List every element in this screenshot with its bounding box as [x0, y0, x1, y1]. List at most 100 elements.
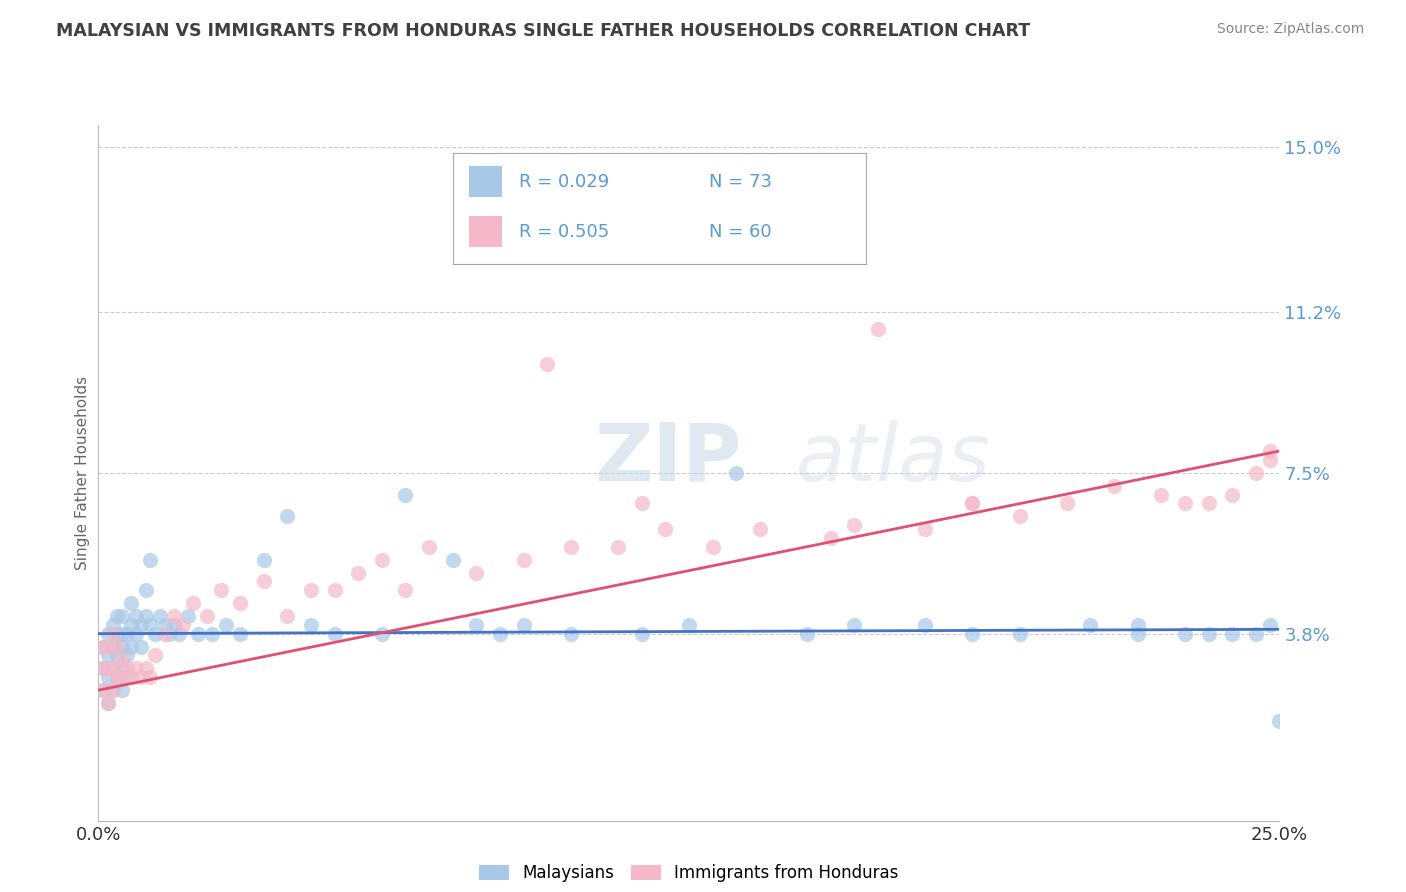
Point [607, 540, 630, 554]
Point [115, 661, 138, 675]
Point [394, 583, 416, 598]
Point [209, 583, 232, 598]
Point [725, 466, 748, 480]
Point [115, 626, 138, 640]
Point [371, 626, 394, 640]
Point [962, 496, 984, 510]
Point [1258, 618, 1281, 632]
Point [1220, 487, 1243, 501]
Point [101, 661, 124, 675]
Point [1056, 496, 1078, 510]
Point [962, 626, 984, 640]
Point [111, 626, 134, 640]
Point [1008, 626, 1031, 640]
Point [253, 574, 276, 589]
Point [105, 640, 128, 654]
Point [181, 596, 204, 610]
Point [121, 618, 143, 632]
Point [121, 596, 143, 610]
Point [371, 552, 394, 567]
Point [820, 531, 842, 545]
Point [1150, 487, 1173, 501]
Point [1220, 626, 1243, 640]
Point [105, 626, 128, 640]
Point [97, 696, 120, 710]
Point [167, 626, 190, 640]
Point [1126, 618, 1149, 632]
Point [323, 583, 346, 598]
Point [914, 522, 936, 536]
Point [299, 618, 322, 632]
Point [229, 596, 252, 610]
Point [1008, 509, 1031, 524]
Point [101, 683, 124, 698]
Point [129, 670, 152, 684]
Point [215, 618, 238, 632]
Point [748, 522, 770, 536]
Point [177, 609, 200, 624]
Point [91, 640, 114, 654]
Point [654, 522, 676, 536]
Point [111, 640, 134, 654]
Point [844, 618, 866, 632]
Point [101, 618, 124, 632]
Point [1268, 714, 1291, 728]
Point [129, 640, 152, 654]
Point [914, 618, 936, 632]
Legend: Malaysians, Immigrants from Honduras: Malaysians, Immigrants from Honduras [479, 863, 898, 882]
Point [560, 540, 582, 554]
Point [111, 609, 134, 624]
Point [253, 552, 276, 567]
Y-axis label: Single Father Households: Single Father Households [75, 376, 90, 570]
Point [129, 618, 152, 632]
Point [91, 640, 114, 654]
Point [796, 626, 818, 640]
Point [97, 670, 120, 684]
Point [1080, 618, 1102, 632]
Point [465, 618, 488, 632]
Point [347, 566, 370, 580]
Point [125, 626, 148, 640]
Point [97, 661, 120, 675]
Point [111, 661, 134, 675]
Point [465, 566, 488, 580]
Point [105, 670, 128, 684]
Point [97, 648, 120, 663]
Point [139, 670, 162, 684]
Point [135, 583, 157, 598]
Point [441, 552, 464, 567]
Point [101, 683, 124, 698]
Text: MALAYSIAN VS IMMIGRANTS FROM HONDURAS SINGLE FATHER HOUSEHOLDS CORRELATION CHART: MALAYSIAN VS IMMIGRANTS FROM HONDURAS SI… [56, 22, 1031, 40]
Point [105, 670, 128, 684]
Point [111, 670, 134, 684]
Point [1174, 626, 1197, 640]
Point [153, 618, 176, 632]
Point [111, 653, 134, 667]
Text: atlas: atlas [796, 420, 990, 498]
Point [187, 626, 209, 640]
Point [97, 626, 120, 640]
Point [125, 609, 148, 624]
Point [195, 609, 218, 624]
Point [153, 626, 176, 640]
Point [143, 648, 166, 663]
Point [702, 540, 724, 554]
Point [121, 670, 143, 684]
Point [844, 517, 866, 532]
Point [1258, 444, 1281, 458]
Point [630, 626, 652, 640]
Point [105, 609, 128, 624]
Point [135, 661, 157, 675]
Point [276, 609, 298, 624]
Point [143, 626, 166, 640]
Point [1198, 626, 1220, 640]
Point [536, 357, 558, 371]
Point [125, 661, 148, 675]
Point [323, 626, 346, 640]
Point [1258, 452, 1281, 467]
Point [394, 487, 416, 501]
Point [489, 626, 512, 640]
Point [111, 683, 134, 698]
Point [630, 496, 652, 510]
Point [91, 661, 114, 675]
